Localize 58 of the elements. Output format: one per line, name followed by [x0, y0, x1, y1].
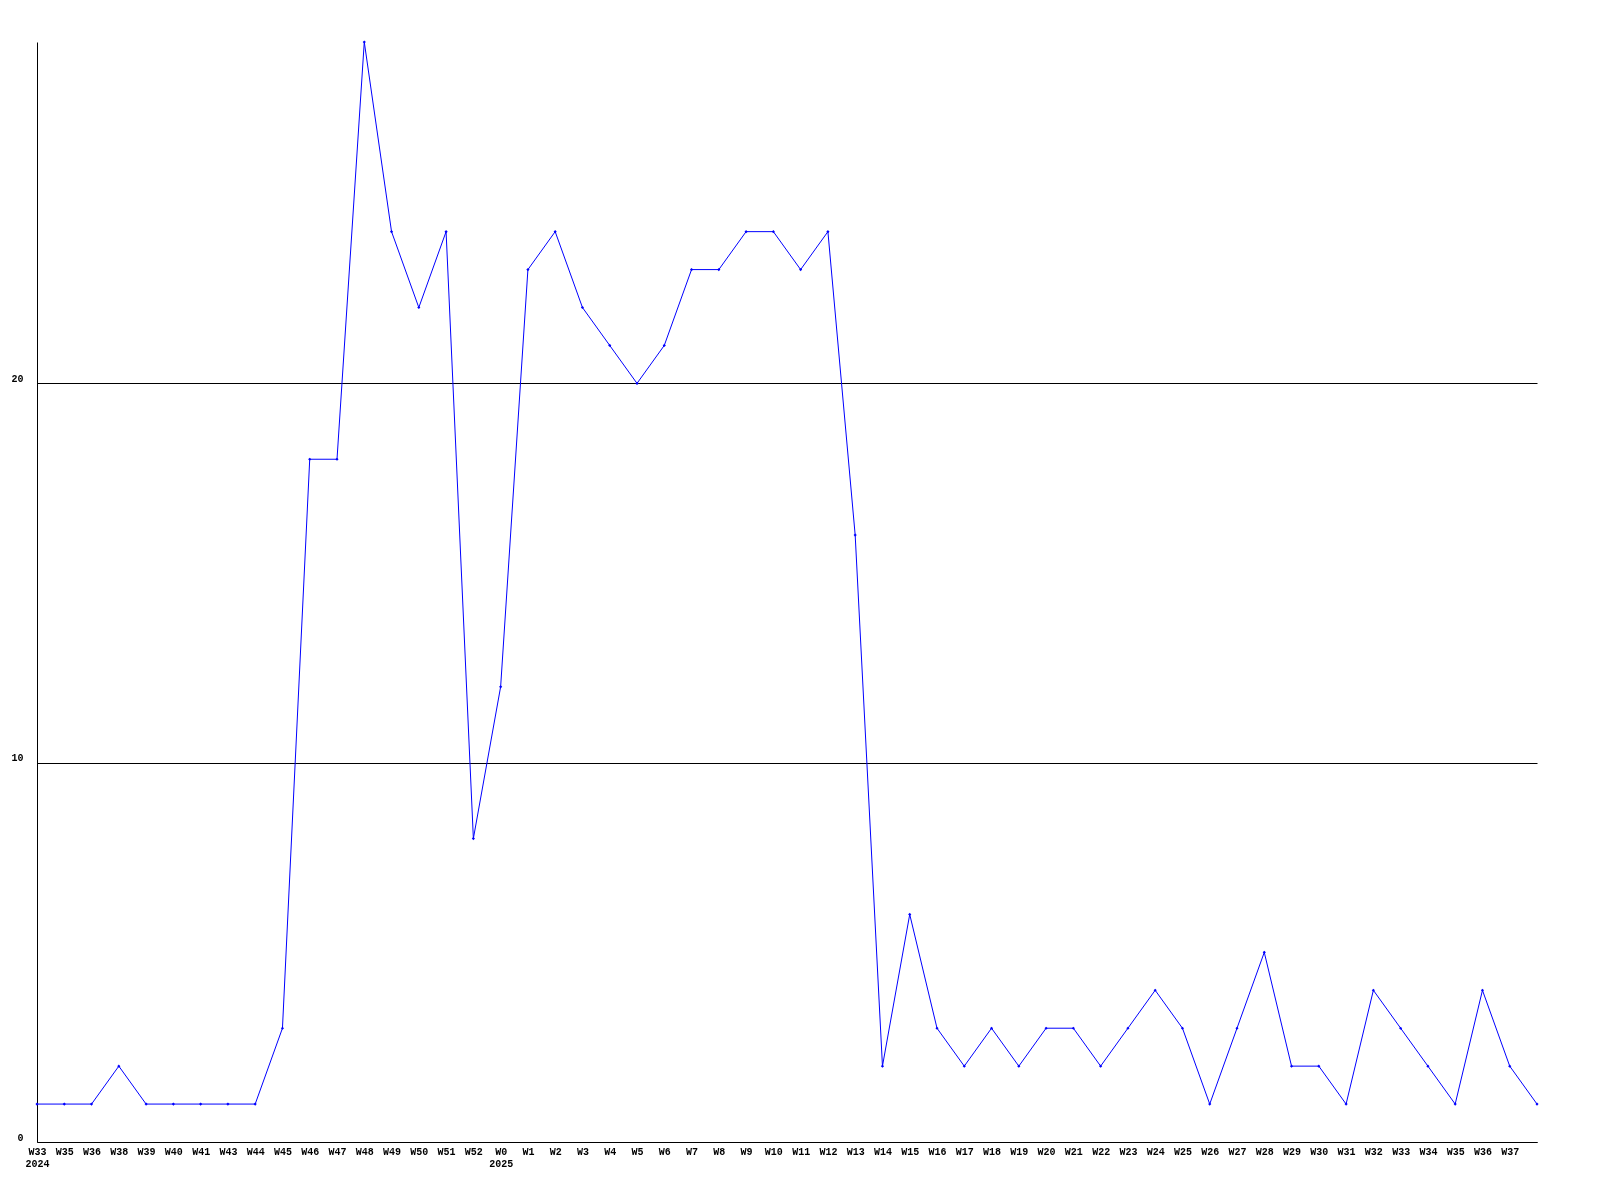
x-tick-label: W32 — [1364, 1146, 1383, 1158]
x-tick-label: W17 — [955, 1146, 974, 1158]
x-tick-label: W41 — [192, 1146, 211, 1158]
x-tick-label: W33 2024 — [25, 1146, 50, 1170]
x-tick-label: W24 — [1146, 1146, 1165, 1158]
x-tick-label: W10 — [764, 1146, 783, 1158]
x-tick-label: W49 — [383, 1146, 402, 1158]
y-tick-label: 0 — [17, 1132, 24, 1144]
x-tick-label: W44 — [246, 1146, 265, 1158]
x-tick-label: W40 — [164, 1146, 183, 1158]
x-tick-label: W20 — [1037, 1146, 1056, 1158]
x-tick-label: W36 — [83, 1146, 102, 1158]
x-tick-label: W51 — [437, 1146, 456, 1158]
x-tick-label: W13 — [846, 1146, 865, 1158]
x-tick-label: W22 — [1092, 1146, 1111, 1158]
y-tick-label: 10 — [11, 753, 24, 765]
x-tick-label: W52 — [464, 1146, 483, 1158]
x-tick-label: W8 — [713, 1146, 726, 1158]
x-tick-label: W9 — [740, 1146, 753, 1158]
x-tick-label: W35 — [55, 1146, 74, 1158]
x-tick-label: W12 — [819, 1146, 838, 1158]
x-tick-label: W23 — [1119, 1146, 1138, 1158]
x-tick-label: W25 — [1173, 1146, 1192, 1158]
x-tick-label: W43 — [219, 1146, 238, 1158]
x-tick-label: W26 — [1201, 1146, 1220, 1158]
x-tick-label: W15 — [901, 1146, 920, 1158]
x-tick-label: W34 — [1419, 1146, 1438, 1158]
x-tick-label: W50 — [410, 1146, 429, 1158]
x-tick-label: W6 — [658, 1146, 671, 1158]
x-tick-label: W37 — [1501, 1146, 1520, 1158]
x-tick-label: W35 — [1446, 1146, 1465, 1158]
x-tick-label: W27 — [1228, 1146, 1247, 1158]
x-tick-label: W2 — [549, 1146, 562, 1158]
x-tick-label: W29 — [1283, 1146, 1302, 1158]
x-tick-label: W36 — [1473, 1146, 1492, 1158]
y-tick-label: 20 — [11, 373, 24, 385]
x-tick-label: W1 — [522, 1146, 535, 1158]
x-tick-label: W47 — [328, 1146, 347, 1158]
x-tick-label: W0 2025 — [489, 1146, 514, 1170]
x-tick-label: W39 — [137, 1146, 156, 1158]
x-tick-label: W30 — [1310, 1146, 1329, 1158]
x-tick-label: W16 — [928, 1146, 947, 1158]
x-tick-label: W33 — [1392, 1146, 1411, 1158]
x-tick-label: W19 — [1010, 1146, 1029, 1158]
x-tick-label: W48 — [355, 1146, 374, 1158]
x-tick-label: W14 — [873, 1146, 892, 1158]
x-tick-label: W28 — [1255, 1146, 1274, 1158]
x-tick-label: W5 — [631, 1146, 644, 1158]
x-tick-label: W11 — [792, 1146, 811, 1158]
x-tick-label: W31 — [1337, 1146, 1356, 1158]
x-tick-label: W18 — [983, 1146, 1002, 1158]
x-tick-label: W21 — [1064, 1146, 1083, 1158]
x-tick-label: W4 — [604, 1146, 617, 1158]
x-tick-label: W46 — [301, 1146, 320, 1158]
x-tick-label: W45 — [273, 1146, 292, 1158]
x-tick-label: W3 — [576, 1146, 589, 1158]
x-tick-label: W38 — [110, 1146, 129, 1158]
x-tick-label: W7 — [686, 1146, 699, 1158]
